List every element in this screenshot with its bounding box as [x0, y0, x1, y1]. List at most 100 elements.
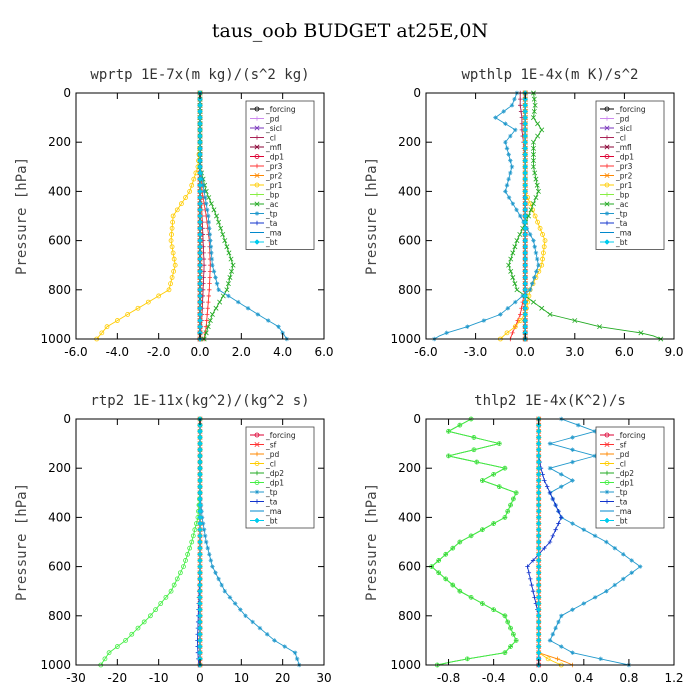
marker — [535, 594, 542, 601]
marker — [457, 422, 463, 428]
marker — [592, 595, 598, 600]
marker — [197, 237, 203, 244]
legend-item: _dp1 — [600, 478, 634, 487]
marker — [581, 527, 587, 532]
marker — [522, 170, 529, 176]
series-dp2 — [429, 416, 519, 668]
marker — [535, 631, 542, 638]
marker — [535, 489, 542, 496]
marker — [559, 472, 564, 477]
legend-label: _mfl — [265, 143, 282, 152]
marker — [254, 154, 260, 159]
marker — [197, 569, 203, 576]
marker — [604, 461, 610, 466]
legend-label: _pr1 — [265, 181, 283, 190]
marker — [575, 422, 581, 428]
marker — [522, 250, 529, 256]
marker — [514, 238, 520, 244]
legend-item: _ac — [250, 200, 278, 209]
marker — [522, 194, 529, 201]
x-tick-label: 0.0 — [516, 345, 535, 359]
marker — [204, 324, 209, 329]
x-tick-label: -6.0 — [64, 345, 87, 359]
marker — [604, 163, 610, 169]
marker — [114, 644, 120, 649]
legend-label: _mfl — [615, 143, 632, 152]
marker — [518, 213, 523, 219]
panel-1: wprtp 1E-7x(m kg)/(s^2 kg) Pressure [hPa]… — [14, 67, 334, 359]
marker — [592, 429, 598, 434]
marker — [214, 281, 220, 286]
marker — [535, 557, 542, 564]
marker — [197, 539, 203, 545]
marker — [197, 108, 203, 115]
marker — [535, 520, 542, 527]
marker — [207, 552, 212, 557]
legend-label: _pr2 — [265, 171, 283, 180]
marker — [637, 564, 643, 569]
marker — [224, 244, 230, 250]
marker — [535, 643, 542, 650]
marker — [503, 189, 508, 194]
y-tick-label: 0 — [63, 86, 71, 100]
x-tick-label: 0.4 — [574, 671, 593, 685]
marker — [491, 471, 497, 477]
marker — [535, 188, 541, 194]
marker — [572, 318, 578, 324]
marker — [522, 311, 529, 318]
legend-label: _sicl — [615, 124, 632, 133]
marker — [502, 613, 508, 619]
marker — [604, 106, 610, 112]
legend-item: _sicl — [250, 124, 282, 133]
marker — [530, 201, 536, 207]
marker — [604, 442, 610, 447]
marker — [532, 275, 537, 280]
marker — [197, 465, 203, 472]
y-tick-label: 400 — [398, 184, 421, 198]
marker — [446, 428, 451, 434]
marker — [533, 250, 539, 256]
marker — [621, 552, 626, 557]
legend-item: _forcing — [250, 105, 296, 114]
marker — [550, 496, 556, 502]
marker — [170, 219, 176, 225]
marker — [197, 588, 203, 595]
marker — [604, 201, 610, 207]
marker — [210, 263, 215, 268]
marker — [508, 644, 513, 649]
marker — [197, 206, 203, 213]
marker — [207, 226, 212, 231]
marker — [535, 606, 542, 613]
legend-item: _bt — [250, 238, 278, 247]
y-tick-label: 1000 — [40, 332, 71, 346]
marker — [550, 632, 556, 637]
marker — [512, 244, 518, 250]
marker — [197, 139, 203, 146]
marker — [604, 499, 610, 504]
marker — [638, 330, 644, 336]
marker — [197, 508, 203, 515]
marker — [254, 106, 260, 112]
marker — [528, 576, 533, 582]
marker — [532, 102, 538, 108]
marker — [206, 219, 211, 225]
x-tick-label: -2.0 — [147, 345, 170, 359]
marker — [254, 220, 260, 226]
marker — [135, 625, 141, 631]
marker — [219, 582, 224, 588]
marker — [209, 250, 214, 256]
marker — [218, 225, 224, 231]
marker — [604, 220, 610, 226]
marker — [197, 612, 203, 619]
marker — [197, 219, 203, 226]
legend-item: _sicl — [600, 124, 632, 133]
legend-item: _ta — [250, 219, 277, 228]
marker — [535, 539, 542, 545]
marker — [522, 108, 529, 115]
marker — [518, 103, 523, 108]
marker — [226, 293, 231, 299]
marker — [171, 582, 177, 588]
marker — [506, 262, 512, 268]
marker — [276, 324, 281, 329]
marker — [254, 470, 260, 476]
